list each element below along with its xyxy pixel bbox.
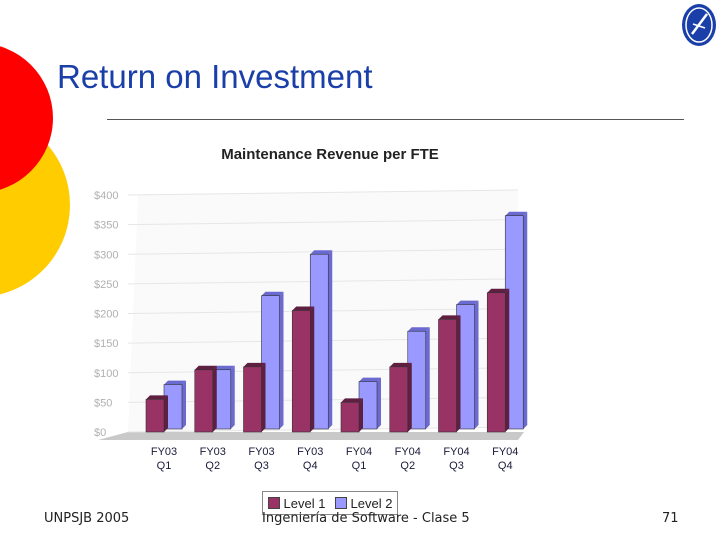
category-label: FY04 (443, 446, 469, 458)
category-label: FY03 (200, 446, 226, 458)
bar-top (505, 211, 528, 216)
bar-level-1 (194, 369, 214, 433)
bar-side (230, 365, 235, 429)
bar-top (146, 395, 168, 400)
y-tick-label: $400 (94, 190, 118, 202)
bar-top (243, 362, 266, 367)
y-tick-label: $150 (94, 338, 118, 350)
bar-side (310, 306, 315, 432)
legend-swatch-level2 (334, 497, 347, 509)
y-tick-label: $350 (94, 220, 118, 232)
category-label: FY03 (297, 446, 323, 458)
y-tick-label: $0 (94, 427, 106, 439)
bar-top (310, 250, 333, 255)
bar-side (182, 380, 186, 429)
bar-top (261, 291, 284, 296)
bar-side (425, 327, 430, 429)
bar-level-1 (145, 399, 165, 433)
bar-top (359, 377, 381, 382)
bar-side (456, 315, 461, 432)
bar-top (212, 365, 235, 370)
bar-side (407, 362, 412, 432)
bar-side (523, 211, 528, 429)
bar-level-2 (261, 295, 280, 430)
red-circle (0, 46, 53, 190)
bar-top (456, 300, 479, 305)
bar-top (389, 362, 412, 367)
slide-title: Return on Investment (57, 58, 373, 95)
category-label: Q2 (400, 460, 415, 472)
category-label: FY04 (492, 446, 518, 458)
footer-center: Ingeniería de Software - Clase 5 (262, 511, 470, 526)
footer-left: UNPSJB 2005 (44, 511, 130, 526)
bar-level-1 (291, 310, 311, 433)
title-divider (107, 119, 684, 120)
bar-top (487, 288, 510, 293)
bar-side (212, 365, 217, 432)
category-label: Q4 (498, 460, 513, 472)
category-label: Q2 (205, 460, 220, 472)
chart-legend: Level 1 Level 2 (262, 491, 398, 515)
bar-side (474, 300, 479, 429)
category-label: FY03 (248, 446, 274, 458)
category-label: Q1 (352, 460, 367, 472)
bar-side (261, 362, 266, 432)
bar-top (292, 306, 315, 311)
legend-label-level1: Level 1 (283, 495, 326, 511)
bar-top (407, 327, 430, 332)
bar-level-1 (389, 366, 409, 433)
page-number: 71 (662, 511, 679, 526)
bar-level-1 (438, 319, 457, 433)
gridline (127, 219, 519, 226)
y-tick-label: $200 (94, 309, 118, 321)
category-label: Q3 (449, 460, 464, 472)
bar-top (341, 398, 363, 403)
legend-item-level1: Level 1 (267, 495, 326, 511)
y-tick-label: $100 (94, 368, 118, 380)
category-label: FY04 (395, 446, 421, 458)
y-tick-label: $250 (94, 279, 118, 291)
bar-side (328, 250, 333, 429)
plot-floor (98, 432, 524, 440)
category-label: FY03 (151, 446, 177, 458)
bar-level-1 (486, 292, 506, 433)
bar-side (359, 398, 363, 432)
bar-side (164, 395, 168, 432)
bar-side (377, 377, 381, 429)
y-tick-label: $300 (94, 249, 118, 261)
category-label: Q1 (157, 460, 172, 472)
bar-top (164, 380, 186, 385)
bar-side (505, 288, 510, 432)
legend-label-level2: Level 2 (350, 495, 393, 511)
legend-item-level2: Level 2 (334, 495, 393, 511)
category-label: Q3 (254, 460, 269, 472)
gridline (127, 189, 519, 196)
legend-swatch-level1 (267, 497, 280, 509)
y-tick-label: $50 (94, 397, 112, 409)
compass-logo-icon (682, 4, 716, 46)
category-label: FY04 (346, 446, 372, 458)
bar-side (279, 291, 284, 429)
chart-title: Maintenance Revenue per FTE (221, 146, 439, 163)
bar-top (194, 365, 217, 370)
category-label: Q4 (303, 460, 318, 472)
bar-level-1 (340, 402, 360, 433)
bar-level-1 (243, 366, 262, 433)
bar-top (438, 315, 461, 320)
